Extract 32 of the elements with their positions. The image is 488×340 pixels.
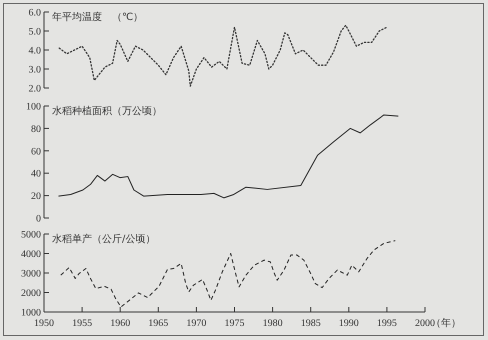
y-tick-label: 1000 <box>21 308 41 318</box>
line-series <box>58 24 388 87</box>
chart-title: 水稻种植面积（万公顷） <box>52 105 162 117</box>
x-tick-label: 1950 <box>34 318 54 329</box>
y-tick-label: 2.0 <box>28 84 41 94</box>
y-tick-label: 0 <box>36 214 41 224</box>
y-tick-label: 5000 <box>21 230 41 240</box>
y-tick-label: 5.0 <box>28 26 41 38</box>
x-tick-label: 1975 <box>224 318 244 329</box>
x-tick-label: 1960 <box>110 318 130 329</box>
y-tick-label: 6.0 <box>28 8 41 18</box>
y-tick-label: 60 <box>31 146 41 158</box>
y-tick-label: 100 <box>26 102 41 112</box>
y-tick-label: 3000 <box>21 268 41 280</box>
y-tick-label: 80 <box>31 124 41 135</box>
chart-title: 水稻单产（公斤/公顷） <box>52 233 156 245</box>
y-tick-label: 3.0 <box>28 64 41 76</box>
x-tick-label: 1965 <box>148 318 168 329</box>
x-tick-label: 1970 <box>186 318 206 329</box>
y-tick-label: 4000 <box>21 249 41 260</box>
x-tick-label: 1955 <box>72 318 92 329</box>
y-tick-label: 4.0 <box>28 46 41 56</box>
line-series <box>58 114 399 198</box>
y-tick-label: 40 <box>31 168 41 180</box>
x-tick-label: 2000 <box>415 318 435 329</box>
x-tick-label: 1990 <box>338 318 359 329</box>
x-tick-label: 1980 <box>262 318 283 329</box>
x-tick-label: 1995 <box>376 318 397 329</box>
y-tick-label: 2000 <box>21 288 41 299</box>
y-tick-label: 20 <box>31 191 41 202</box>
x-tick-label: 1985 <box>300 318 321 329</box>
chart-title: 年平均温度 （℃） <box>52 11 144 23</box>
